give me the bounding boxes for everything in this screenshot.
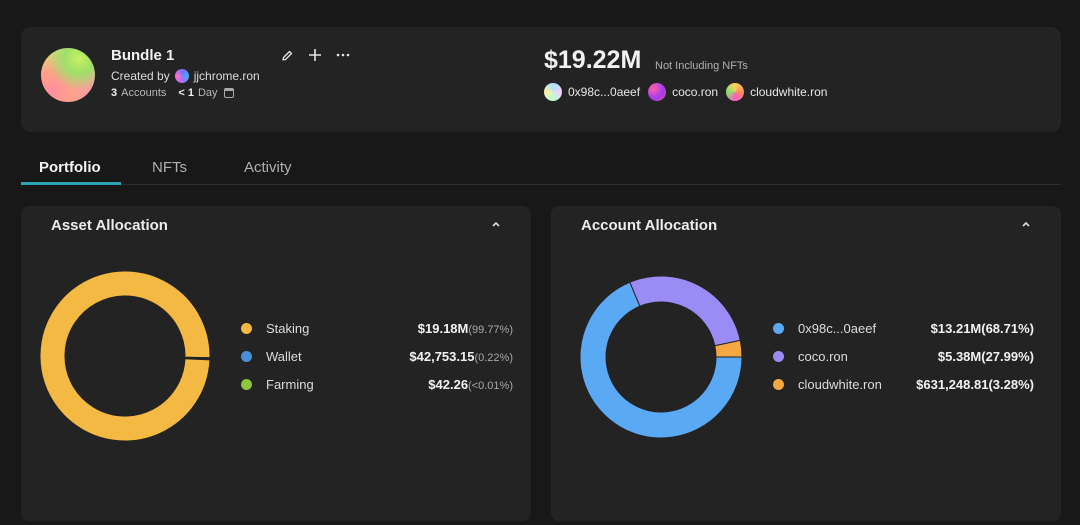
legend-dot bbox=[773, 350, 784, 362]
account-chip-label: cloudwhite.ron bbox=[750, 85, 828, 99]
legend-dot bbox=[241, 350, 252, 362]
bundle-avatar bbox=[41, 48, 95, 102]
legend-dot bbox=[241, 378, 252, 390]
bundle-accounts-row: 0x98c...0aeef coco.ron cloudwhite.ron bbox=[544, 83, 835, 101]
account-allocation-panel: Account Allocation 0x98c...0aeef $13.21M… bbox=[551, 206, 1061, 521]
accounts-count: 3 bbox=[111, 87, 118, 99]
legend-name: cloudwhite.ron bbox=[798, 376, 882, 392]
legend-value: $42,753.15(0.22%) bbox=[409, 348, 513, 364]
account-chip[interactable]: coco.ron bbox=[648, 83, 718, 101]
created-by-label: Created by bbox=[111, 69, 170, 83]
donut-slice-0x98c-0aeef[interactable] bbox=[580, 281, 742, 438]
account-avatar bbox=[544, 83, 562, 101]
legend-row: Farming $42.26(<0.01%) bbox=[241, 370, 513, 398]
calendar-icon bbox=[223, 88, 234, 98]
creator-avatar bbox=[174, 69, 189, 83]
asset-allocation-legend: Staking $19.18M(99.77%) Wallet $42,753.1… bbox=[241, 314, 513, 398]
chevron-up-icon[interactable] bbox=[1021, 219, 1031, 231]
legend-value: $631,248.81(3.28%) bbox=[916, 376, 1034, 392]
tab-portfolio[interactable]: Portfolio bbox=[39, 159, 101, 176]
age-label: Day bbox=[197, 87, 218, 99]
bundle-name: Bundle 1 bbox=[111, 47, 175, 64]
more-icon[interactable] bbox=[336, 48, 350, 66]
account-chip[interactable]: cloudwhite.ron bbox=[726, 83, 827, 101]
account-avatar bbox=[726, 83, 745, 101]
tab-activity[interactable]: Activity bbox=[244, 159, 292, 176]
legend-row: Staking $19.18M(99.77%) bbox=[241, 314, 513, 342]
active-tab-indicator bbox=[21, 182, 121, 185]
account-chip-label: 0x98c...0aeef bbox=[568, 85, 641, 99]
legend-name: Wallet bbox=[266, 348, 302, 364]
total-value: $19.22M bbox=[544, 46, 642, 74]
account-allocation-title: Account Allocation bbox=[581, 217, 718, 234]
legend-dot bbox=[773, 322, 784, 334]
donut-slice-coco-ron[interactable] bbox=[629, 276, 741, 347]
legend-value: $5.38M(27.99%) bbox=[937, 348, 1034, 364]
legend-row[interactable]: 0x98c...0aeef $13.21M(68.71%) bbox=[773, 314, 1034, 342]
account-allocation-donut bbox=[580, 276, 742, 438]
bundle-meta-row: 3 Accounts < 1 Day bbox=[111, 87, 234, 99]
plus-icon[interactable] bbox=[308, 48, 322, 66]
legend-value: $13.21M(68.71%) bbox=[930, 320, 1034, 336]
legend-name: 0x98c...0aeef bbox=[798, 320, 877, 336]
accounts-label: Accounts bbox=[121, 87, 167, 99]
bundle-header-card: Bundle 1 Created by jjchrome.ron 3 Accou… bbox=[21, 27, 1061, 132]
legend-name: coco.ron bbox=[798, 348, 848, 364]
tab-bar: Portfolio NFTs Activity bbox=[21, 150, 1061, 185]
chevron-up-icon[interactable] bbox=[491, 219, 501, 231]
creator-name[interactable]: jjchrome.ron bbox=[193, 69, 260, 83]
pencil-icon[interactable] bbox=[281, 49, 294, 66]
total-note: Not Including NFTs bbox=[655, 60, 748, 72]
legend-row[interactable]: cloudwhite.ron $631,248.81(3.28%) bbox=[773, 370, 1034, 398]
asset-allocation-donut bbox=[40, 271, 210, 441]
legend-value: $19.18M(99.77%) bbox=[417, 320, 513, 336]
legend-dot bbox=[773, 378, 784, 390]
asset-allocation-title: Asset Allocation bbox=[51, 217, 168, 234]
legend-name: Farming bbox=[266, 376, 314, 392]
asset-allocation-panel: Asset Allocation Staking $19.18M(99.77%)… bbox=[21, 206, 531, 521]
created-by-row: Created by jjchrome.ron bbox=[111, 69, 260, 83]
legend-row[interactable]: coco.ron $5.38M(27.99%) bbox=[773, 342, 1034, 370]
tab-nfts[interactable]: NFTs bbox=[152, 159, 187, 176]
legend-value: $42.26(<0.01%) bbox=[428, 376, 513, 392]
age-value: < 1 bbox=[178, 87, 194, 99]
account-chip-label: coco.ron bbox=[672, 85, 719, 99]
account-allocation-legend: 0x98c...0aeef $13.21M(68.71%) coco.ron $… bbox=[773, 314, 1034, 398]
account-chip[interactable]: 0x98c...0aeef bbox=[544, 83, 640, 101]
bundle-actions bbox=[281, 48, 350, 66]
account-avatar bbox=[648, 83, 667, 101]
donut-slice-farming[interactable] bbox=[184, 357, 210, 361]
donut-slice-staking[interactable] bbox=[40, 271, 210, 441]
legend-row: Wallet $42,753.15(0.22%) bbox=[241, 342, 513, 370]
legend-name: Staking bbox=[266, 320, 310, 336]
donut-slice-cloudwhite-ron[interactable] bbox=[714, 339, 742, 358]
legend-dot bbox=[241, 322, 252, 334]
